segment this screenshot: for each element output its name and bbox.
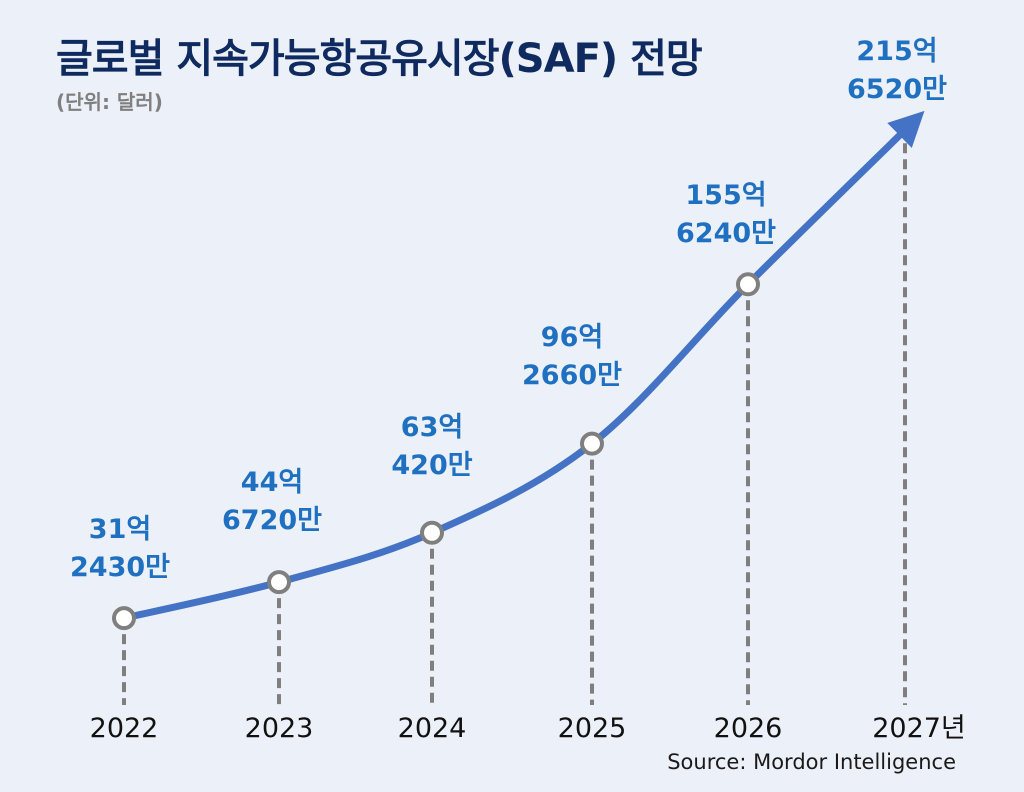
x-tick-label: 2027년 bbox=[872, 713, 966, 744]
series-line bbox=[120, 110, 925, 622]
data-label: 96억 bbox=[541, 322, 603, 353]
x-tick-label: 2025 bbox=[558, 713, 627, 744]
data-label: 63억 bbox=[401, 412, 463, 443]
chart-title: 글로벌 지속가능항공유시장(SAF) 전망 bbox=[56, 36, 703, 82]
data-point bbox=[420, 520, 444, 545]
data-point bbox=[112, 606, 136, 631]
data-point bbox=[580, 431, 604, 456]
x-tick-label: 2022 bbox=[90, 713, 159, 744]
x-tick-label: 2023 bbox=[245, 713, 314, 744]
data-label: 6240만 bbox=[676, 218, 776, 249]
data-label: 44억 bbox=[241, 467, 303, 498]
data-label: 2660만 bbox=[522, 360, 622, 391]
data-label: 6720만 bbox=[222, 505, 322, 536]
data-label: 215억 bbox=[856, 36, 937, 67]
chart-subtitle: (단위: 달러) bbox=[56, 90, 163, 114]
x-tick-label: 2026 bbox=[714, 713, 783, 744]
data-point bbox=[736, 272, 760, 297]
data-label: 31억 bbox=[89, 514, 151, 545]
source-note: Source: Mordor Intelligence bbox=[667, 750, 956, 774]
data-label: 420만 bbox=[391, 450, 472, 481]
x-tick-label: 2024 bbox=[398, 713, 467, 744]
data-label: 6520만 bbox=[847, 74, 947, 105]
data-label: 155억 bbox=[685, 180, 766, 211]
data-label: 2430만 bbox=[70, 552, 170, 583]
data-point bbox=[267, 570, 291, 595]
